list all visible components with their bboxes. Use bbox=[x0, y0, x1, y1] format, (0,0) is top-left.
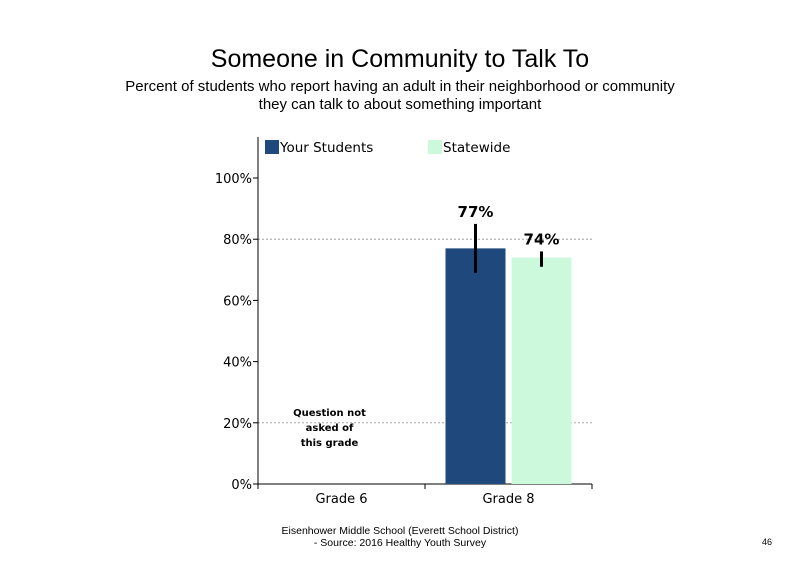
annotation-text: asked of bbox=[306, 423, 354, 434]
footer-line-1: Eisenhower Middle School (Everett School… bbox=[281, 525, 519, 537]
legend-item-your-students: Your Students bbox=[265, 140, 373, 156]
y-tick-label: 80% bbox=[223, 233, 252, 248]
y-tick-label: 60% bbox=[223, 294, 252, 309]
legend-swatch-your-students bbox=[265, 140, 279, 154]
source-footer: Eisenhower Middle School (Everett School… bbox=[250, 525, 550, 549]
page-number: 46 bbox=[761, 537, 772, 547]
chart-title: Someone in Community to Talk To bbox=[210, 45, 590, 73]
chart-subtitle-line-2: they can talk to about something importa… bbox=[258, 96, 542, 113]
legend-label-your-students: Your Students bbox=[280, 140, 374, 156]
data-label: 74% bbox=[524, 230, 560, 248]
bar-statewide bbox=[511, 257, 572, 484]
x-tick-label: Grade 8 bbox=[482, 492, 534, 507]
chart-subtitle-line-1: Percent of students who report having an… bbox=[125, 78, 675, 95]
y-tick-label: 100% bbox=[215, 172, 252, 187]
legend-swatch-statewide bbox=[428, 140, 442, 154]
chart-subtitle: Percent of students who report having an… bbox=[120, 78, 680, 114]
y-tick-label: 40% bbox=[223, 356, 252, 371]
x-tick-label: Grade 6 bbox=[315, 492, 367, 507]
footer-line-2: - Source: 2016 Healthy Youth Survey bbox=[313, 537, 487, 549]
y-tick-label: 20% bbox=[223, 417, 252, 432]
bar-your-students bbox=[445, 248, 506, 484]
data-label: 77% bbox=[458, 203, 494, 221]
legend-item-statewide: Statewide bbox=[428, 140, 510, 156]
legend-label-statewide: Statewide bbox=[443, 140, 511, 156]
annotation-text: Question not bbox=[293, 408, 366, 419]
annotation-text: this grade bbox=[301, 438, 359, 449]
y-tick-label: 0% bbox=[231, 478, 252, 493]
